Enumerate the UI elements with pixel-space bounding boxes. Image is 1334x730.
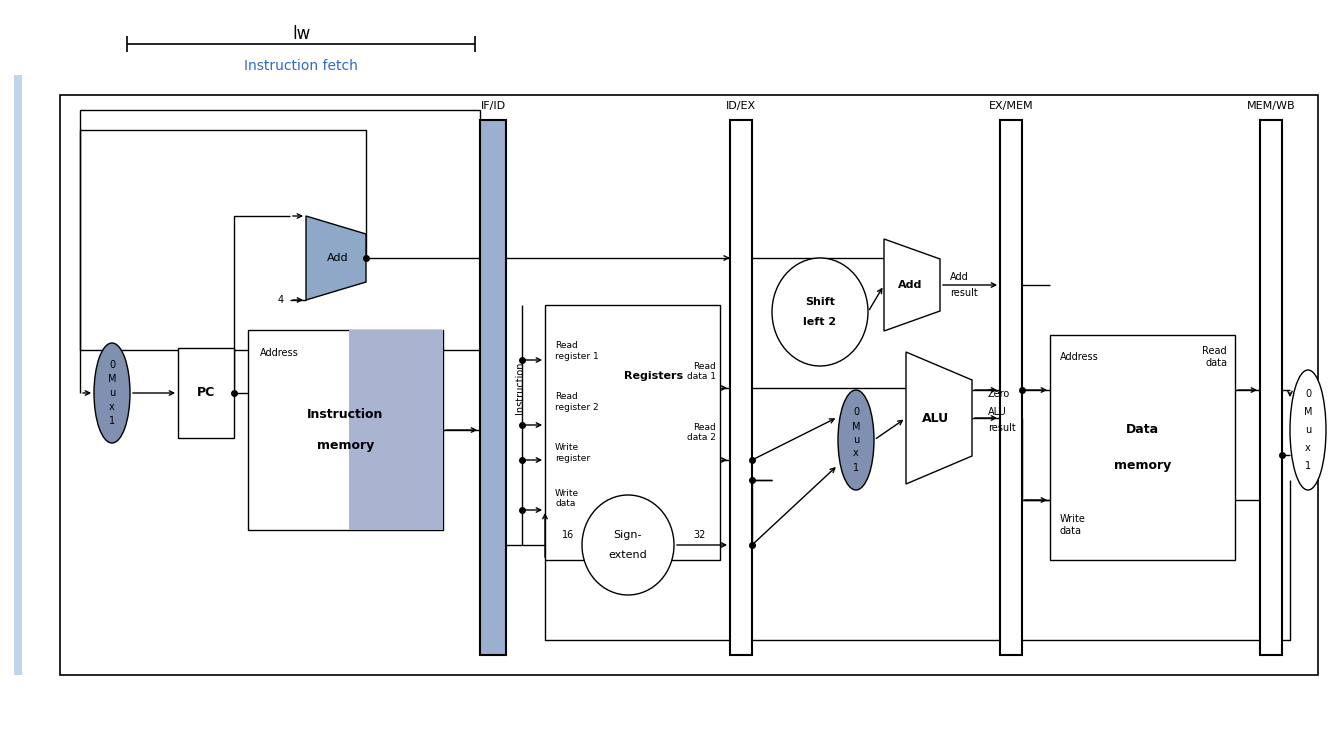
Ellipse shape [582, 495, 674, 595]
Text: Instruction fetch: Instruction fetch [244, 59, 358, 73]
Text: 0: 0 [852, 407, 859, 417]
Text: Instruction: Instruction [307, 407, 384, 420]
Text: lw: lw [292, 25, 309, 43]
Text: x: x [854, 448, 859, 458]
Text: Write
data: Write data [1061, 514, 1086, 536]
Text: Read
data: Read data [1202, 346, 1227, 368]
Text: Write
data: Write data [555, 489, 579, 509]
Text: Instruction: Instruction [515, 361, 526, 414]
Text: Add: Add [898, 280, 922, 290]
Text: Address: Address [1061, 352, 1099, 362]
Bar [350, 330, 443, 530]
Text: u: u [109, 388, 115, 398]
Text: 1: 1 [852, 463, 859, 473]
Text: 1: 1 [1305, 461, 1311, 471]
Text: 1: 1 [109, 416, 115, 426]
Text: Registers: Registers [624, 372, 683, 381]
Text: IF/ID: IF/ID [480, 101, 506, 111]
Text: Zero: Zero [988, 389, 1010, 399]
Bar [480, 120, 506, 655]
Text: MEM/WB: MEM/WB [1247, 101, 1295, 111]
Text: Data: Data [1126, 423, 1159, 436]
Text: Read
data 1: Read data 1 [687, 361, 716, 381]
Text: 32: 32 [694, 530, 706, 540]
Text: Read
data 2: Read data 2 [687, 423, 716, 442]
Text: Read
register 2: Read register 2 [555, 392, 599, 412]
Ellipse shape [93, 343, 129, 443]
Text: 4: 4 [277, 295, 284, 305]
Bar [60, 95, 1318, 675]
Bar [80, 110, 480, 350]
Text: Read
register 1: Read register 1 [555, 341, 599, 361]
Bar [177, 348, 233, 438]
Text: Add: Add [950, 272, 968, 282]
Text: 0: 0 [1305, 389, 1311, 399]
Ellipse shape [838, 390, 874, 490]
Polygon shape [884, 239, 940, 331]
Text: result: result [950, 288, 978, 298]
Bar [248, 330, 443, 530]
Polygon shape [906, 352, 972, 484]
Text: x: x [1305, 443, 1311, 453]
Text: memory: memory [317, 439, 374, 453]
Text: 16: 16 [562, 530, 574, 540]
Text: left 2: left 2 [803, 317, 836, 327]
Bar [546, 305, 720, 560]
Text: u: u [852, 435, 859, 445]
Text: M: M [108, 374, 116, 384]
Text: ALU: ALU [988, 407, 1007, 417]
Text: Shift: Shift [804, 297, 835, 307]
Text: Address: Address [260, 348, 299, 358]
Text: x: x [109, 402, 115, 412]
Text: ALU: ALU [922, 412, 950, 425]
Ellipse shape [1290, 370, 1326, 490]
Text: M: M [1303, 407, 1313, 417]
Text: extend: extend [608, 550, 647, 560]
Text: u: u [1305, 425, 1311, 435]
Bar [1000, 120, 1022, 655]
Bar [730, 120, 752, 655]
Text: EX/MEM: EX/MEM [988, 101, 1034, 111]
Text: PC: PC [197, 386, 215, 399]
Text: Add: Add [327, 253, 348, 263]
Bar [1261, 120, 1282, 655]
Text: ID/EX: ID/EX [726, 101, 756, 111]
Text: memory: memory [1114, 459, 1171, 472]
Text: 0: 0 [109, 360, 115, 370]
Text: result: result [988, 423, 1015, 433]
Text: M: M [851, 422, 860, 432]
Bar [13, 75, 21, 675]
Polygon shape [305, 216, 366, 300]
Bar [1050, 335, 1235, 560]
Text: Write
register: Write register [555, 443, 590, 463]
Ellipse shape [772, 258, 868, 366]
Text: Sign-: Sign- [614, 530, 642, 540]
